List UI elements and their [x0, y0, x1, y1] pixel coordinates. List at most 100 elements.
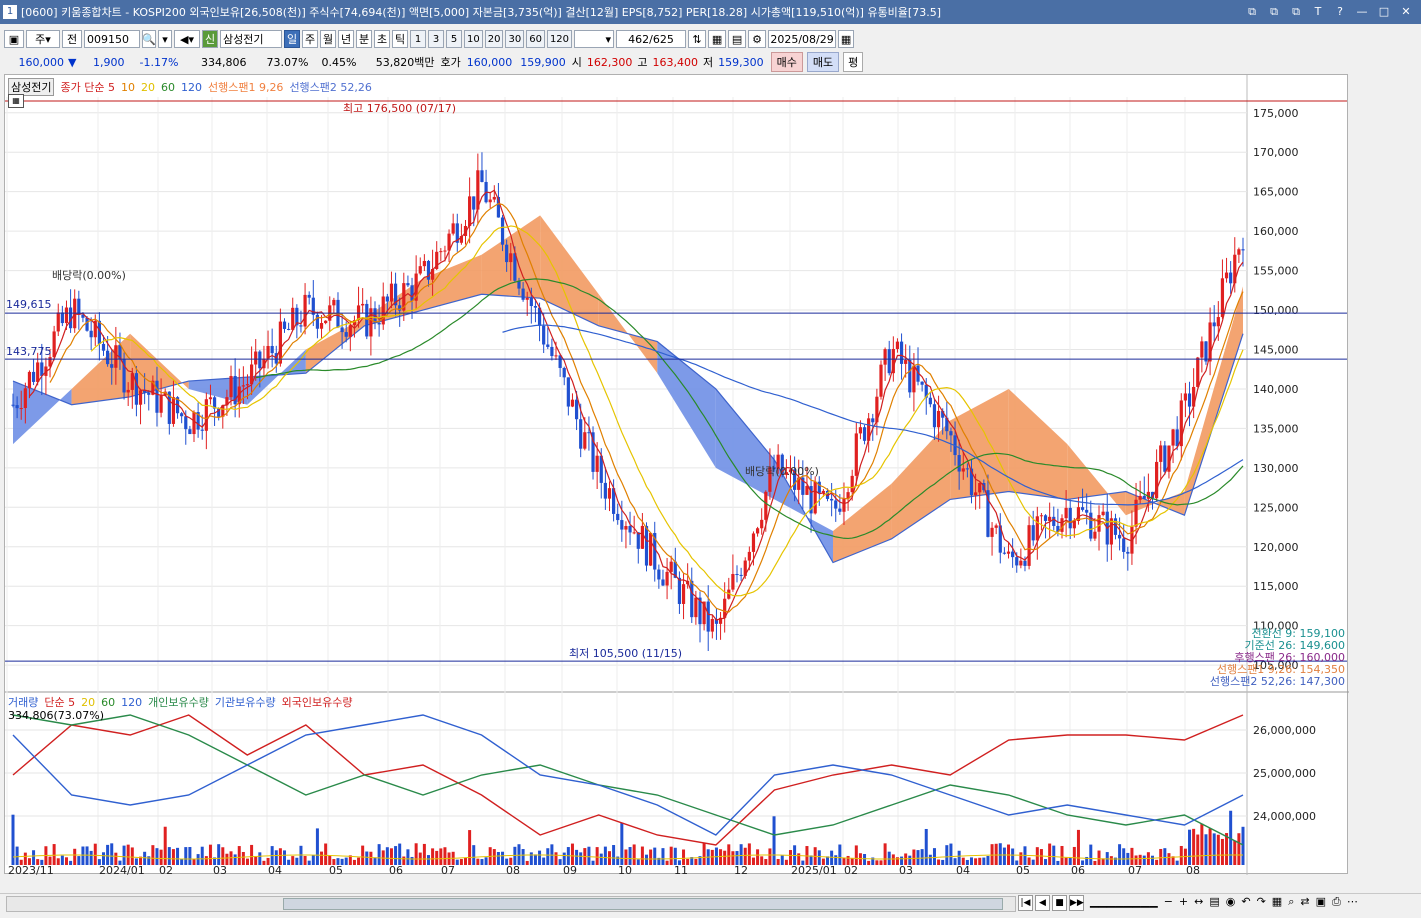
- candle-body: [159, 395, 163, 413]
- volume-bar: [858, 853, 862, 865]
- interval-1[interactable]: 1: [410, 30, 426, 48]
- candle-body: [426, 260, 431, 280]
- interval-120[interactable]: 120: [546, 30, 573, 48]
- candle-body: [731, 573, 735, 590]
- sell-button[interactable]: 매도: [806, 52, 840, 72]
- new-badge[interactable]: 신: [202, 30, 218, 48]
- candle-body: [254, 351, 258, 365]
- compare-icon[interactable]: ⇄: [1300, 895, 1310, 908]
- search-icon[interactable]: 🔍: [142, 30, 156, 48]
- volume-bar: [443, 847, 447, 865]
- date-field[interactable]: 2025/08/29: [768, 30, 837, 48]
- volume-bar: [986, 855, 990, 865]
- candle-body: [480, 170, 484, 182]
- gear-icon[interactable]: ⚙: [748, 30, 767, 48]
- time-tick-label: 05: [329, 864, 343, 875]
- candle-body: [579, 419, 583, 449]
- undo-icon[interactable]: ↶: [1241, 895, 1251, 908]
- volume-bar: [143, 851, 147, 865]
- interval-5[interactable]: 5: [446, 30, 462, 48]
- zoom-slider-icon[interactable]: ▁▁▁▁▁▁▁▁: [1090, 895, 1158, 908]
- volume-bar: [620, 822, 624, 865]
- tab-tick[interactable]: 틱: [392, 30, 408, 48]
- help-icon[interactable]: ?: [1337, 5, 1343, 18]
- chart-settings-icon[interactable]: ⇅: [688, 30, 707, 48]
- candle-body: [908, 360, 912, 393]
- candle-body: [1011, 551, 1015, 558]
- candle-body: [587, 432, 591, 434]
- stock-tag[interactable]: 삼성전기: [8, 78, 55, 96]
- count-field[interactable]: 462/625: [616, 30, 687, 48]
- tab-second[interactable]: 초: [374, 30, 390, 48]
- candle-body: [830, 498, 834, 501]
- volume-bar: [476, 858, 480, 865]
- maximize-icon[interactable]: □: [1378, 5, 1390, 18]
- volume-bar: [237, 846, 241, 865]
- grid-icon[interactable]: ▦: [708, 30, 727, 48]
- market-select[interactable]: 전: [62, 30, 82, 48]
- tab-minute[interactable]: 분: [356, 30, 372, 48]
- volume-bar: [110, 843, 114, 865]
- volume-bar: [1220, 838, 1224, 865]
- chart-canvas[interactable]: 175,000 170,000 165,000 160,000 155,000 150,0…: [4, 74, 1349, 875]
- buy-button[interactable]: 매수: [770, 52, 803, 72]
- redo-icon[interactable]: ↷: [1256, 895, 1266, 908]
- save-icon[interactable]: ▤: [728, 30, 747, 48]
- volume-bar: [118, 860, 122, 865]
- first-icon[interactable]: |◀: [1018, 895, 1033, 911]
- restore-icon[interactable]: ⧉: [1248, 5, 1256, 18]
- more-icon[interactable]: ⋯: [1346, 895, 1358, 908]
- candle-body: [949, 431, 953, 436]
- drag-icon[interactable]: ↔: [1194, 895, 1204, 908]
- layout-icon[interactable]: ▣: [4, 30, 24, 48]
- interval-10[interactable]: 10: [464, 30, 483, 48]
- tab-week[interactable]: 주: [302, 30, 318, 48]
- high-label: 고: [637, 56, 648, 69]
- scroll-thumb[interactable]: [283, 898, 1003, 910]
- interval-30[interactable]: 30: [505, 30, 525, 48]
- print-icon[interactable]: ⎙: [1332, 895, 1341, 908]
- text-icon[interactable]: T: [1314, 5, 1322, 18]
- candle-body: [496, 196, 501, 218]
- grid-toggle-icon[interactable]: ▦: [8, 94, 24, 108]
- code-input[interactable]: 009150: [84, 30, 140, 48]
- volume-bar: [1204, 834, 1208, 865]
- next-icon[interactable]: ▶▶: [1069, 895, 1084, 911]
- interval-20[interactable]: 20: [484, 30, 504, 48]
- horizontal-scrollbar[interactable]: [6, 896, 1016, 912]
- tab-day[interactable]: 일: [284, 30, 300, 48]
- candle-body: [1200, 341, 1204, 358]
- tile-icon[interactable]: ⧉: [1270, 5, 1278, 18]
- chevron-down-icon[interactable]: ▾: [158, 30, 172, 48]
- grid-small-icon[interactable]: ▦: [1271, 895, 1283, 908]
- tab-year[interactable]: 년: [338, 30, 354, 48]
- chart-table-icon[interactable]: ▤: [1209, 895, 1220, 908]
- interval-60[interactable]: 60: [526, 30, 545, 48]
- zoom-out-icon[interactable]: −: [1163, 895, 1173, 908]
- volume-bar: [776, 859, 780, 865]
- magnify-icon[interactable]: ⌕: [1288, 895, 1295, 908]
- stop-icon[interactable]: ■: [1052, 895, 1067, 911]
- candle-body: [710, 619, 714, 632]
- sound-icon[interactable]: ◀▾: [174, 30, 200, 48]
- tab-month[interactable]: 월: [320, 30, 336, 48]
- panel-icon[interactable]: ▣: [1315, 895, 1326, 908]
- calendar-icon[interactable]: ▦: [838, 30, 855, 48]
- candle-body: [846, 492, 850, 499]
- count-total: /625: [649, 32, 674, 46]
- prev-icon[interactable]: ◀: [1035, 895, 1050, 911]
- period-select[interactable]: 주 ▾: [26, 30, 60, 48]
- close-icon[interactable]: ✕: [1401, 5, 1411, 18]
- capture-icon[interactable]: ◉: [1225, 895, 1236, 908]
- avg-button[interactable]: 평: [843, 52, 864, 72]
- interval-3[interactable]: 3: [428, 30, 444, 48]
- interval-dropdown[interactable]: ▾: [574, 30, 615, 48]
- volume-bar: [677, 860, 681, 865]
- chart-svg[interactable]: 175,000 170,000 165,000 160,000 155,000 150,0…: [5, 75, 1349, 875]
- volume-bar: [624, 849, 628, 865]
- minimize-icon[interactable]: —: [1356, 5, 1368, 18]
- copy-icon[interactable]: ⧉: [1292, 5, 1300, 18]
- candle-body: [204, 399, 208, 431]
- stock-name-field[interactable]: 삼성전기: [220, 30, 282, 48]
- zoom-in-icon[interactable]: +: [1178, 895, 1189, 908]
